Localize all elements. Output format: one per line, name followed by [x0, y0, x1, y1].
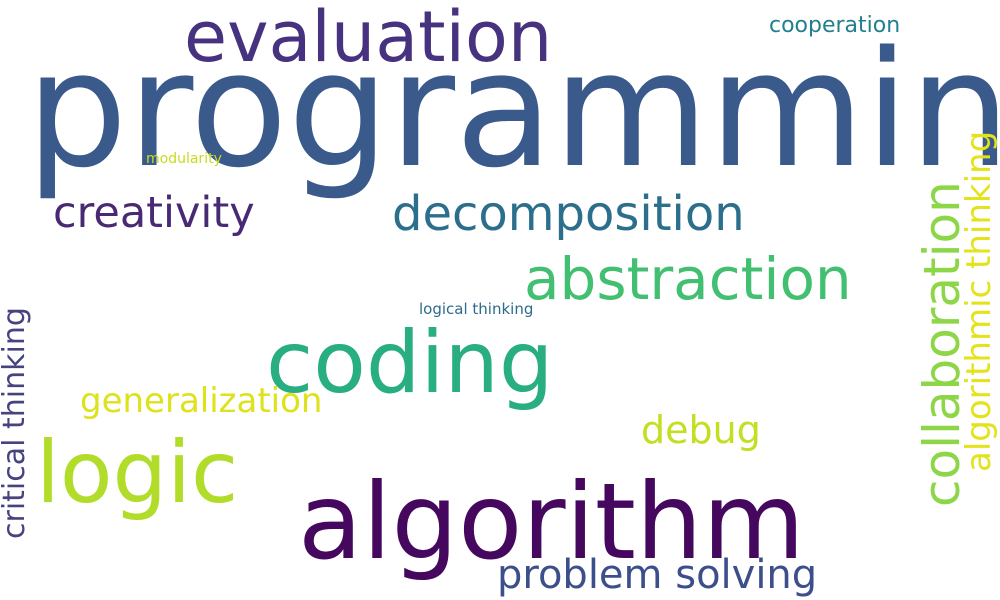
word-algorithm: algorithm	[298, 461, 805, 583]
word-modularity: modularity	[146, 151, 222, 167]
word-debug: debug	[641, 408, 761, 452]
word-creativity: creativity	[53, 188, 255, 238]
word-programming: programming	[26, 16, 1000, 203]
word-decomposition: decomposition	[392, 186, 745, 242]
word-logic: logic	[36, 423, 239, 523]
word-evaluation: evaluation	[184, 0, 553, 78]
word-generalization: generalization	[80, 381, 323, 421]
word-algorithmic-thinking: algorithmic thinking	[959, 130, 999, 472]
word-problem-solving: problem solving	[497, 552, 818, 598]
word-logical-thinking: logical thinking	[419, 300, 534, 318]
word-coding: coding	[266, 313, 554, 413]
word-critical-thinking: critical thinking	[0, 307, 32, 539]
word-abstraction: abstraction	[524, 245, 852, 313]
word-cooperation: cooperation	[769, 13, 901, 38]
